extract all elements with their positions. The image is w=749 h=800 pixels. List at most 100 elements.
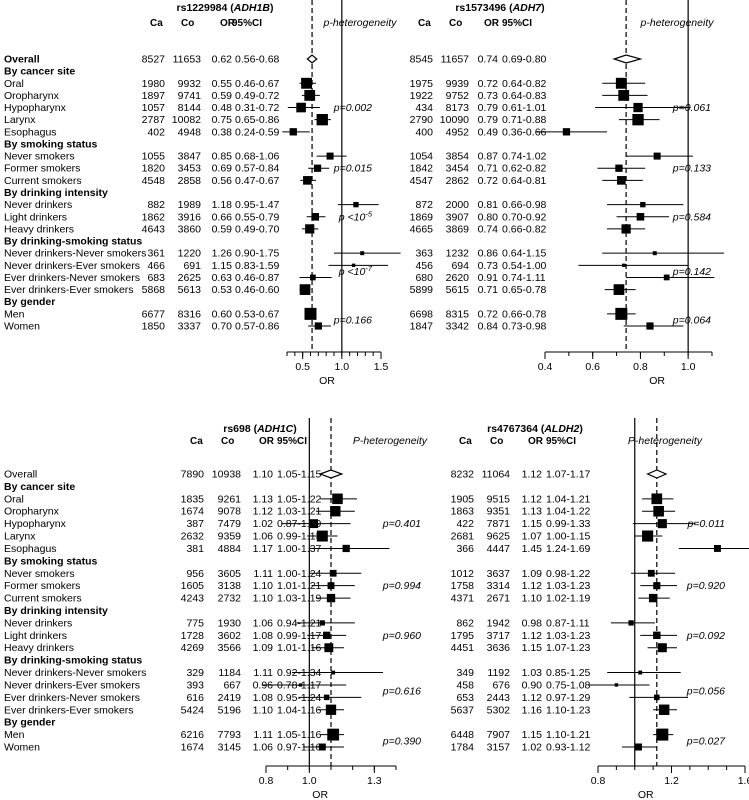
cell-ca: 1054	[410, 151, 434, 163]
cell-ca: 1869	[410, 211, 434, 223]
cell-or: 1.13	[253, 493, 274, 505]
col-header-or: OR	[259, 436, 275, 447]
cell-ci: 0.66-0.98	[502, 199, 547, 211]
cell-ci: 0.49-0.72	[235, 90, 280, 102]
cell-co: 9752	[446, 90, 470, 102]
point-estimate	[330, 506, 341, 517]
cell-co: 5196	[218, 704, 242, 716]
cell-co: 9359	[218, 531, 242, 543]
row-label: Oral	[4, 78, 24, 90]
point-estimate	[636, 212, 645, 221]
cell-ca: 4269	[181, 642, 205, 654]
point-estimate	[614, 683, 619, 687]
cell-ca: 387	[186, 518, 204, 530]
point-estimate	[304, 307, 317, 320]
cell-or: 0.81	[478, 199, 499, 211]
cell-ca: 653	[456, 692, 474, 704]
p-heterogeneity-value: p=0.061	[672, 102, 711, 114]
cell-or: 0.60	[212, 308, 233, 320]
cell-co: 7793	[218, 729, 242, 741]
cell-or: 0.90	[522, 679, 543, 691]
cell-ca: 466	[147, 260, 165, 272]
cell-co: 7479	[218, 518, 242, 530]
cell-co: 4884	[218, 543, 242, 555]
cell-co: 3454	[446, 163, 470, 175]
point-estimate	[351, 263, 356, 268]
cell-ci: 0.99-1.17	[277, 630, 322, 642]
p-heterogeneity-value: p=0.166	[333, 314, 372, 326]
point-estimate	[562, 128, 571, 136]
point-estimate	[648, 593, 658, 603]
group-heading: By smoking status	[4, 555, 98, 567]
cell-or: 1.12	[522, 630, 543, 642]
panel-title: rs1573496 (ADH7)	[455, 2, 544, 14]
cell-ci: 0.93-1.12	[546, 742, 591, 754]
cell-or: 0.71	[478, 284, 499, 296]
cell-ca: 1847	[410, 321, 434, 333]
cell-or: 0.91	[478, 272, 499, 284]
row-label: Esophagus	[4, 126, 57, 138]
cell-or: 1.10	[253, 704, 274, 716]
cell-ca: 2787	[142, 114, 166, 126]
cell-or: 1.12	[522, 469, 543, 481]
point-estimate	[314, 322, 322, 330]
point-estimate	[324, 643, 334, 653]
cell-ci: 0.73-0.98	[502, 321, 547, 333]
cell-ca: 402	[147, 126, 165, 138]
cell-ci: 1.10-1.23	[546, 704, 591, 716]
cell-ci: 0.98-1.22	[546, 568, 591, 580]
cell-or: 0.59	[212, 223, 233, 235]
cell-co: 3337	[178, 321, 202, 333]
cell-ca: 1758	[451, 580, 475, 592]
cell-co: 2000	[446, 199, 470, 211]
point-estimate	[656, 728, 669, 741]
cell-ca: 872	[415, 199, 433, 211]
cell-ci: 0.36-0.66	[502, 126, 547, 138]
x-tick-label: 0.5	[295, 361, 310, 373]
point-estimate	[299, 683, 303, 687]
cell-co: 4447	[487, 543, 511, 555]
cell-or: 1.26	[212, 248, 233, 260]
cell-ca: 4547	[410, 175, 434, 187]
cell-ci: 1.04-1.16	[277, 704, 322, 716]
cell-co: 1942	[487, 617, 511, 629]
cell-co: 4948	[178, 126, 202, 138]
cell-ci: 1.01-1.21	[277, 580, 322, 592]
cell-co: 9351	[487, 506, 511, 518]
col-header-ca: Ca	[150, 18, 163, 29]
cell-co: 3907	[446, 211, 470, 223]
cell-ci: 0.54-1.00	[502, 260, 547, 272]
p-heterogeneity-header: P-heterogeneity	[628, 435, 703, 447]
cell-co: 11064	[482, 469, 511, 481]
p-heterogeneity-value: p=0.092	[686, 630, 725, 642]
forest-panel-rs1573496: rs1573496 (ADH7)Ca Co OR 95%CI p-heterogenei…	[410, 0, 724, 387]
col-header-co: Co	[449, 18, 462, 29]
x-tick-label: 0.8	[633, 361, 648, 373]
cell-co: 3157	[487, 742, 511, 754]
row-label: Never drinkers-Never smokers	[4, 667, 146, 679]
cell-ca: 7890	[181, 469, 205, 481]
point-estimate	[653, 152, 661, 160]
p-heterogeneity-value: p=0.142	[672, 266, 711, 278]
x-tick-label: 1.0	[302, 775, 317, 787]
point-estimate	[313, 164, 322, 172]
cell-or: 0.56	[212, 175, 233, 187]
cell-ca: 1055	[142, 151, 166, 163]
x-axis-label: OR	[312, 789, 328, 800]
cell-or: 1.13	[522, 506, 543, 518]
cell-ca: 4243	[181, 593, 205, 605]
cell-co: 5615	[446, 284, 470, 296]
row-label: Heavy drinkers	[4, 223, 74, 235]
cell-or: 1.15	[522, 642, 543, 654]
cell-ci: 0.99-1.13	[277, 531, 322, 543]
row-label: Current smokers	[4, 593, 82, 605]
cell-ci: 0.57-0.86	[235, 321, 280, 333]
cell-ci: 0.46-0.60	[235, 284, 280, 296]
cell-ca: 458	[456, 679, 474, 691]
cell-or: 0.80	[478, 211, 499, 223]
point-estimate	[653, 505, 664, 517]
cell-ca: 616	[186, 692, 204, 704]
cell-ca: 1835	[181, 493, 205, 505]
point-estimate	[353, 201, 359, 208]
point-estimate	[657, 643, 667, 653]
